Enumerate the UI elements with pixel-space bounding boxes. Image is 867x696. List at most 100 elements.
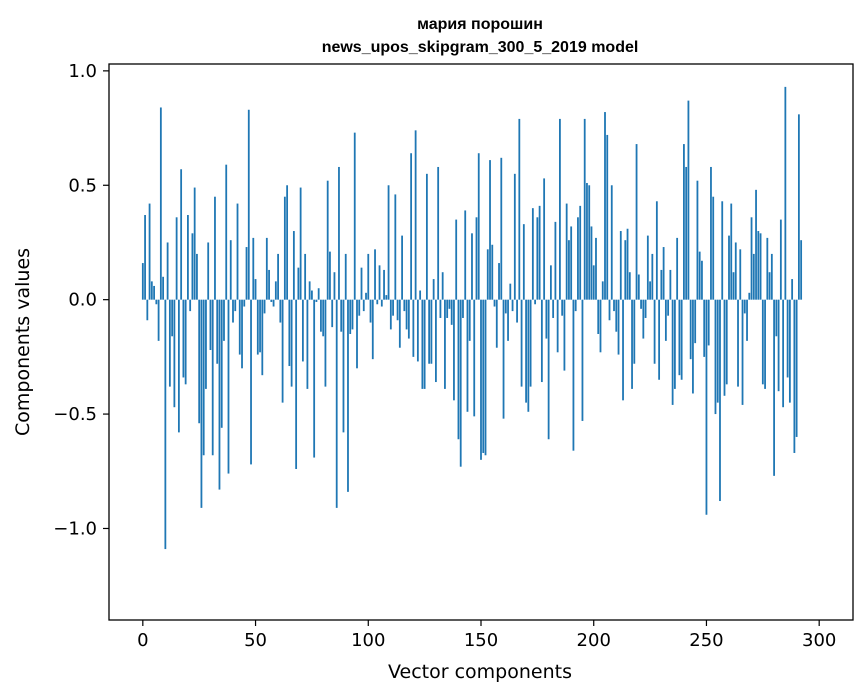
bar-component-269	[748, 292, 751, 300]
bar-component-292	[800, 240, 803, 300]
bar-component-168	[520, 299, 523, 387]
bar-component-267	[743, 299, 746, 314]
bar-component-76	[313, 299, 316, 458]
bar-component-131	[437, 166, 440, 300]
bar-component-20	[187, 215, 189, 300]
bar-component-186	[561, 299, 564, 316]
bar-component-127	[428, 299, 431, 364]
y-tick-label: 0.5	[68, 175, 97, 196]
bar-component-60	[277, 253, 279, 300]
bar-component-290	[795, 299, 798, 437]
bar-component-189	[568, 240, 570, 300]
bar-component-277	[766, 237, 769, 300]
x-tick-label: 50	[244, 630, 267, 651]
bar-component-223	[644, 299, 647, 318]
bar-component-190	[570, 226, 573, 300]
bar-component-291	[797, 114, 800, 300]
bar-component-97	[360, 267, 363, 300]
bar-component-0	[141, 263, 144, 300]
bar-component-32	[214, 196, 216, 300]
bar-component-13	[171, 299, 174, 337]
bar-component-112	[394, 194, 397, 300]
bar-component-158	[498, 263, 500, 300]
bar-component-129	[432, 279, 435, 300]
bar-component-270	[750, 217, 753, 300]
bar-component-219	[635, 144, 638, 300]
bar-component-236	[673, 299, 676, 389]
plot-frame	[108, 63, 854, 621]
bar-component-161	[504, 299, 507, 314]
bar-component-63	[283, 196, 286, 300]
bar-component-234	[669, 269, 672, 300]
bar-component-101	[369, 299, 372, 323]
bar-component-52	[259, 299, 261, 353]
bar-component-164	[511, 299, 514, 312]
bar-component-275	[761, 299, 764, 385]
bar-component-68	[295, 299, 298, 469]
bar-component-84	[331, 299, 334, 328]
bar-component-30	[209, 299, 212, 351]
bar-component-136	[448, 299, 451, 309]
bar-component-24	[196, 253, 198, 300]
bar-component-45	[243, 299, 246, 307]
bar-component-81	[324, 299, 327, 387]
axes: 0 50 100 150 200 250 300 1.0 0.5 0.0 −0.5 −1.0	[53, 61, 836, 651]
bar-component-253	[712, 196, 715, 300]
bar-component-157	[495, 299, 498, 348]
bar-component-103	[374, 249, 376, 300]
bar-component-252	[710, 166, 712, 300]
bar-component-118	[407, 299, 410, 339]
bar-component-125	[423, 299, 426, 389]
bar-component-260	[728, 235, 730, 300]
bar-component-149	[477, 153, 480, 300]
bar-component-255	[716, 299, 719, 403]
bar-component-220	[637, 274, 640, 300]
bar-component-142	[462, 299, 464, 318]
bar-component-162	[507, 299, 509, 341]
bar-component-99	[365, 292, 367, 300]
bar-component-257	[721, 201, 724, 300]
bar-component-244	[692, 299, 694, 394]
bar-component-224	[646, 235, 649, 300]
bar-component-137	[450, 299, 453, 325]
bar-component-246	[696, 180, 699, 300]
bar-component-268	[746, 299, 748, 341]
bar-component-124	[421, 299, 424, 389]
bar-component-217	[631, 299, 633, 389]
x-tick-label: 150	[464, 630, 498, 651]
bar-component-226	[651, 253, 654, 300]
bar-component-181	[549, 265, 552, 300]
bar-component-106	[380, 299, 383, 307]
bar-component-192	[574, 299, 577, 312]
bar-component-50	[254, 279, 257, 300]
bar-component-18	[182, 299, 185, 378]
bar-component-86	[335, 299, 338, 508]
bar-component-62	[281, 299, 284, 403]
x-tick-label: 200	[577, 630, 611, 651]
bar-component-143	[464, 210, 467, 300]
bar-component-114	[398, 299, 401, 348]
bar-component-232	[664, 299, 667, 341]
bar-component-132	[439, 299, 442, 318]
bar-component-1	[144, 215, 146, 300]
bar-component-74	[308, 281, 311, 300]
bar-component-116	[403, 299, 406, 312]
bar-component-69	[297, 267, 300, 300]
bar-component-56	[268, 269, 270, 300]
bar-component-66	[290, 299, 293, 387]
bar-component-159	[500, 157, 503, 300]
bar-component-173	[531, 208, 534, 300]
bar-component-71	[301, 299, 304, 362]
bar-component-138	[453, 299, 455, 401]
bar-component-94	[353, 132, 356, 300]
bar-component-80	[322, 299, 325, 337]
bar-component-265	[739, 249, 742, 300]
bar-component-273	[757, 231, 760, 300]
bar-component-121	[414, 130, 417, 300]
bar-component-287	[788, 299, 791, 403]
bar-component-283	[779, 219, 782, 300]
bar-component-27	[202, 299, 205, 456]
bar-component-262	[732, 272, 735, 300]
bar-component-274	[759, 233, 762, 300]
bar-component-225	[649, 281, 651, 300]
